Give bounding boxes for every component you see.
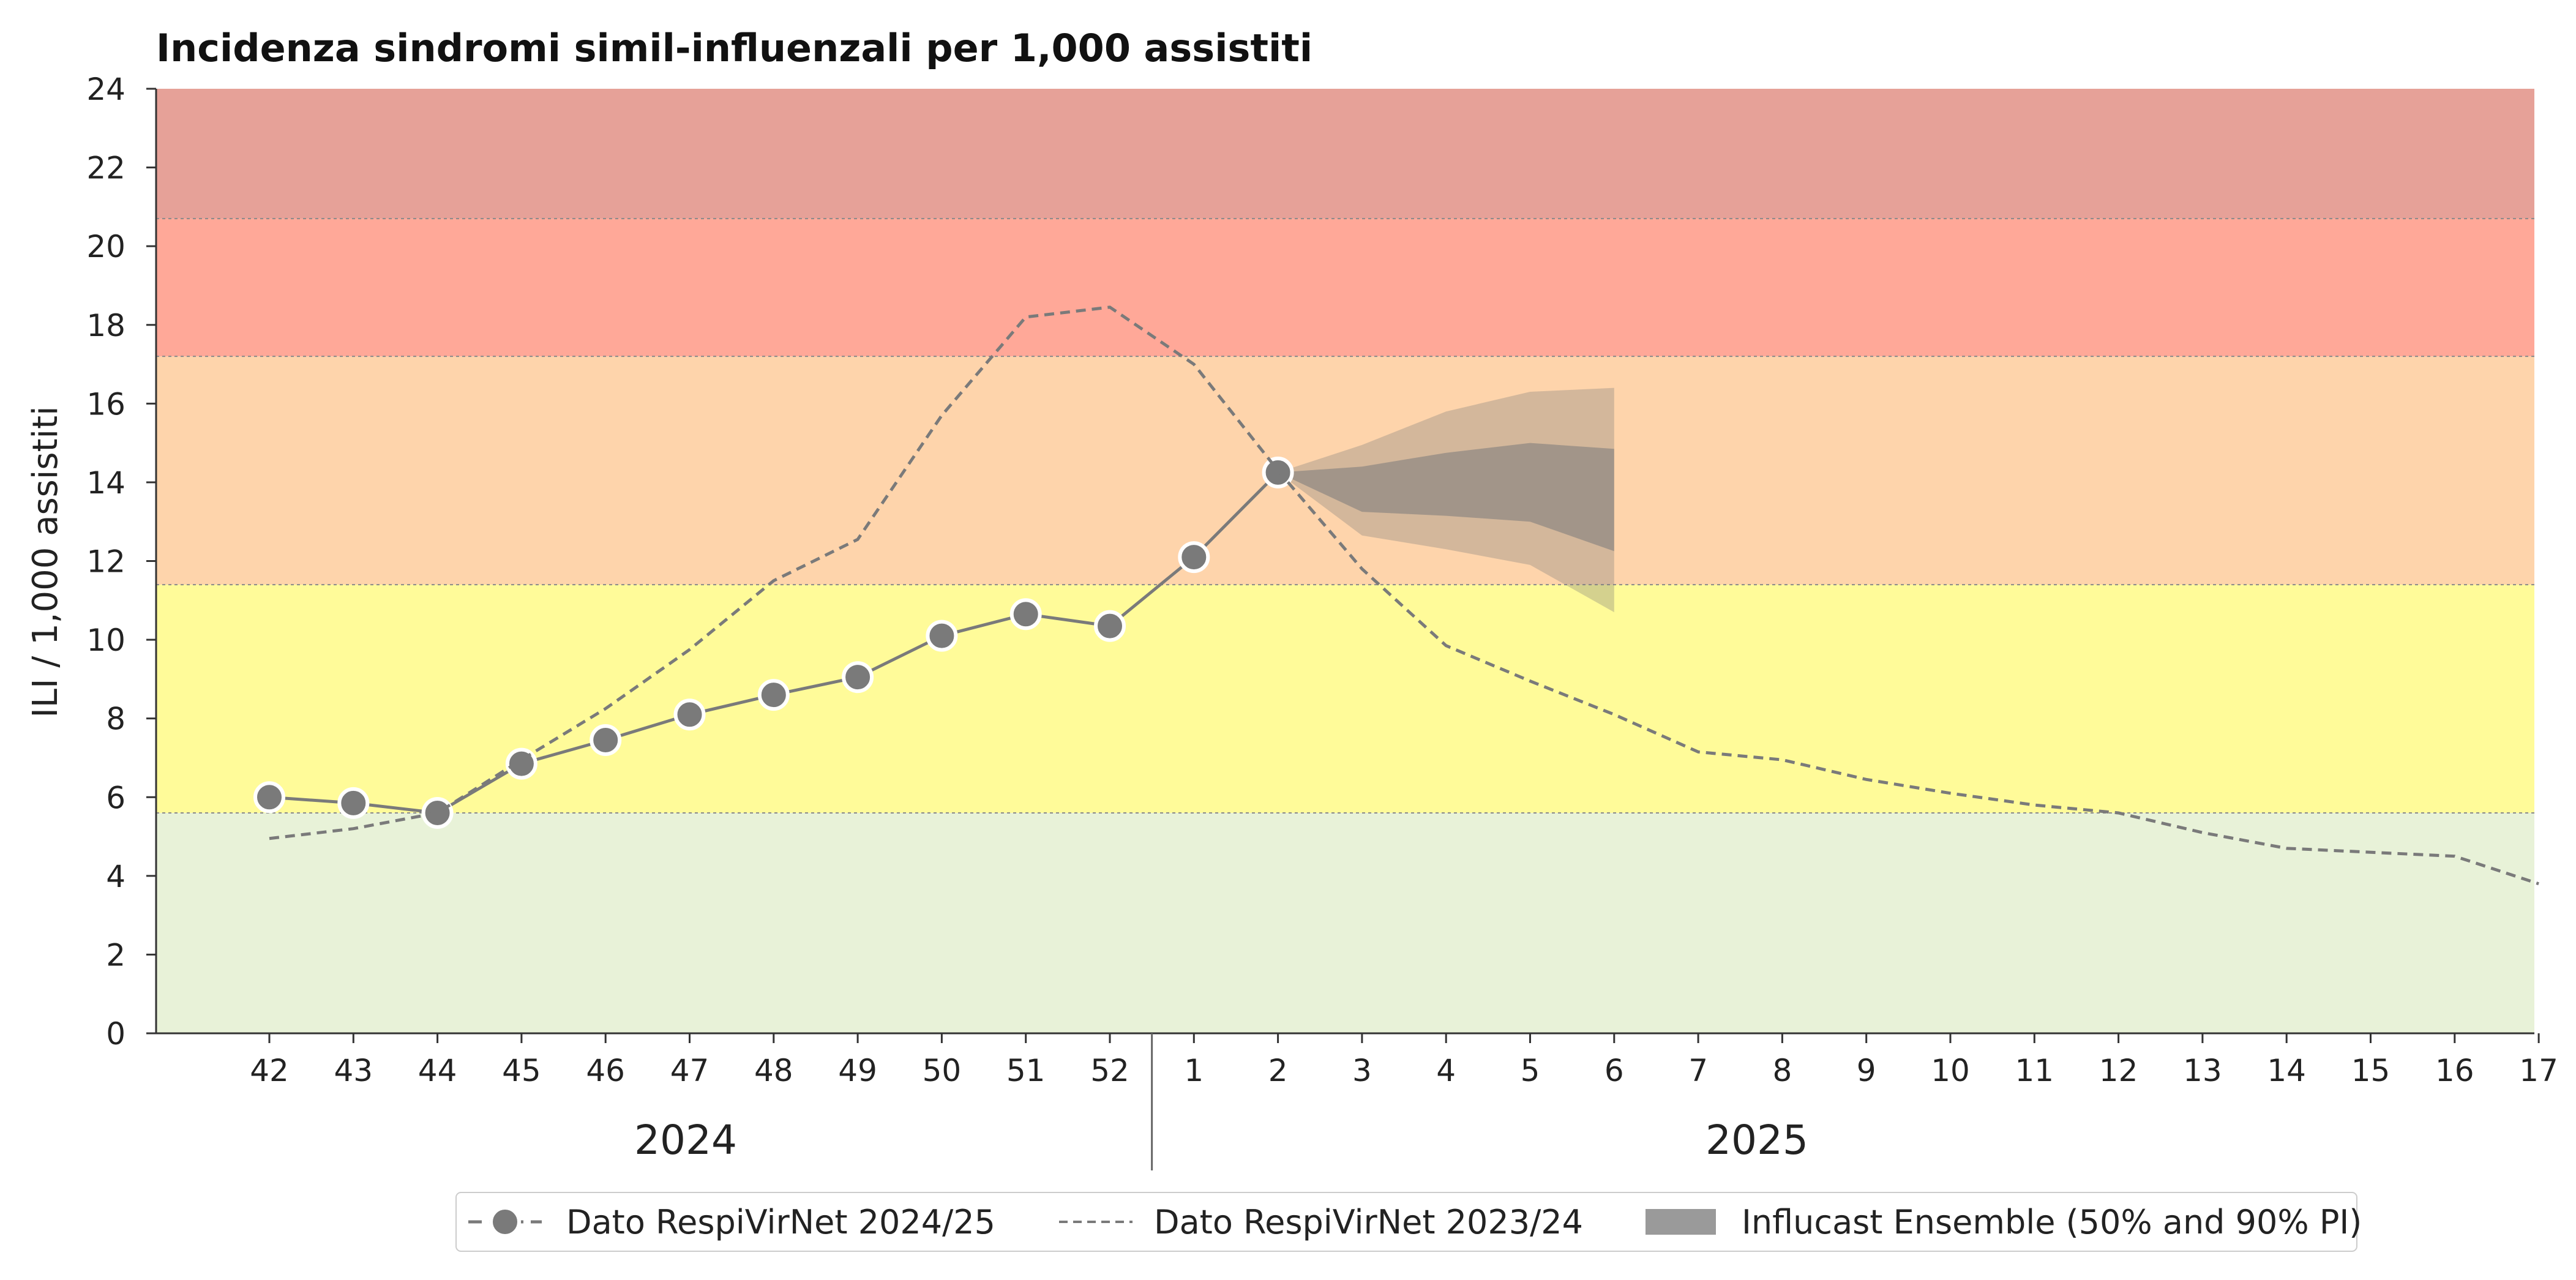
x-tick-label: 3 xyxy=(1352,1053,1372,1088)
x-tick-label: 47 xyxy=(670,1053,710,1088)
data-point xyxy=(253,781,285,814)
y-tick-label: 6 xyxy=(106,780,125,815)
x-tick-label: 46 xyxy=(586,1053,625,1088)
y-tick-label: 18 xyxy=(86,308,125,343)
forecast-pi50-band xyxy=(1278,443,1614,552)
y-tick-label: 12 xyxy=(86,544,125,580)
x-tick-label: 44 xyxy=(418,1053,457,1088)
series-line-2023-24 xyxy=(269,305,2539,886)
threshold-band xyxy=(156,585,2534,813)
data-point xyxy=(421,796,454,829)
y-axis-label: ILI / 1,000 assistiti xyxy=(26,406,66,717)
data-point xyxy=(926,619,958,652)
data-series xyxy=(253,305,2539,886)
x-tick-label: 1 xyxy=(1184,1053,1204,1088)
data-point xyxy=(1178,541,1210,574)
x-tick-label: 12 xyxy=(2099,1053,2138,1088)
legend: Dato RespiVirNet 2024/25 Dato RespiVirNet… xyxy=(455,1192,2362,1252)
x-tick-label: 6 xyxy=(1604,1053,1624,1088)
y-tick-label: 24 xyxy=(86,72,125,107)
legend-label: Dato RespiVirNet 2023/24 xyxy=(1154,1203,1583,1241)
data-point xyxy=(1094,610,1126,642)
x-tick-label: 49 xyxy=(838,1053,877,1088)
y-tick-label: 8 xyxy=(106,702,125,737)
x-tick-label: 50 xyxy=(923,1053,962,1088)
data-point xyxy=(842,661,874,694)
x-tick-label: 11 xyxy=(2015,1053,2054,1088)
x-tick-label: 4 xyxy=(1436,1053,1456,1088)
x-tick-label: 51 xyxy=(1006,1053,1046,1088)
x-tick-label: 2 xyxy=(1268,1053,1288,1088)
threshold-band xyxy=(156,89,2534,219)
x-tick-label: 45 xyxy=(502,1053,541,1088)
x-tick-label: 13 xyxy=(2183,1053,2222,1088)
y-tick-label: 20 xyxy=(86,229,125,264)
legend-box xyxy=(455,1192,2357,1252)
x-tick-label: 16 xyxy=(2435,1053,2474,1088)
x-tick-label: 43 xyxy=(334,1053,373,1088)
x-tick-label: 42 xyxy=(250,1053,289,1088)
legend-label: Dato RespiVirNet 2024/25 xyxy=(566,1203,995,1241)
y-tick-label: 0 xyxy=(106,1016,125,1052)
y-tick-label: 14 xyxy=(86,465,125,501)
data-point xyxy=(673,698,706,731)
x-tick-label: 14 xyxy=(2267,1053,2306,1088)
x-tick-label: 52 xyxy=(1090,1053,1129,1088)
year-label: 2024 xyxy=(634,1117,737,1164)
y-tick-label: 2 xyxy=(106,937,125,973)
y-tick-label: 10 xyxy=(86,623,125,658)
threshold-band xyxy=(156,812,2534,1033)
legend-swatch-marker xyxy=(489,1206,521,1238)
x-tick-label: 10 xyxy=(1931,1053,1970,1088)
x-tick-label: 5 xyxy=(1521,1053,1540,1088)
data-point xyxy=(1009,598,1042,631)
data-point xyxy=(505,747,537,780)
data-point xyxy=(590,724,622,757)
legend-label: Influcast Ensemble (50% and 90% PI) xyxy=(1742,1203,2362,1241)
y-tick-label: 22 xyxy=(86,151,125,186)
data-point xyxy=(757,679,790,711)
threshold-band xyxy=(156,219,2534,357)
data-point xyxy=(337,787,370,819)
chart-title: Incidenza sindromi simil-influenzali per… xyxy=(156,26,1312,70)
x-tick-label: 15 xyxy=(2351,1053,2391,1088)
x-tick-label: 48 xyxy=(754,1053,793,1088)
x-tick-label: 8 xyxy=(1772,1053,1792,1088)
y-tick-label: 16 xyxy=(86,386,125,422)
x-tick-label: 7 xyxy=(1688,1053,1708,1088)
year-label: 2025 xyxy=(1705,1117,1808,1164)
y-tick-label: 4 xyxy=(106,859,125,894)
x-tick-label: 9 xyxy=(1857,1053,1876,1088)
x-tick-label: 17 xyxy=(2519,1053,2558,1088)
threshold-bands xyxy=(156,89,2534,1033)
forecast-intervals xyxy=(1278,387,1614,613)
legend-swatch-patch xyxy=(1646,1209,1716,1235)
